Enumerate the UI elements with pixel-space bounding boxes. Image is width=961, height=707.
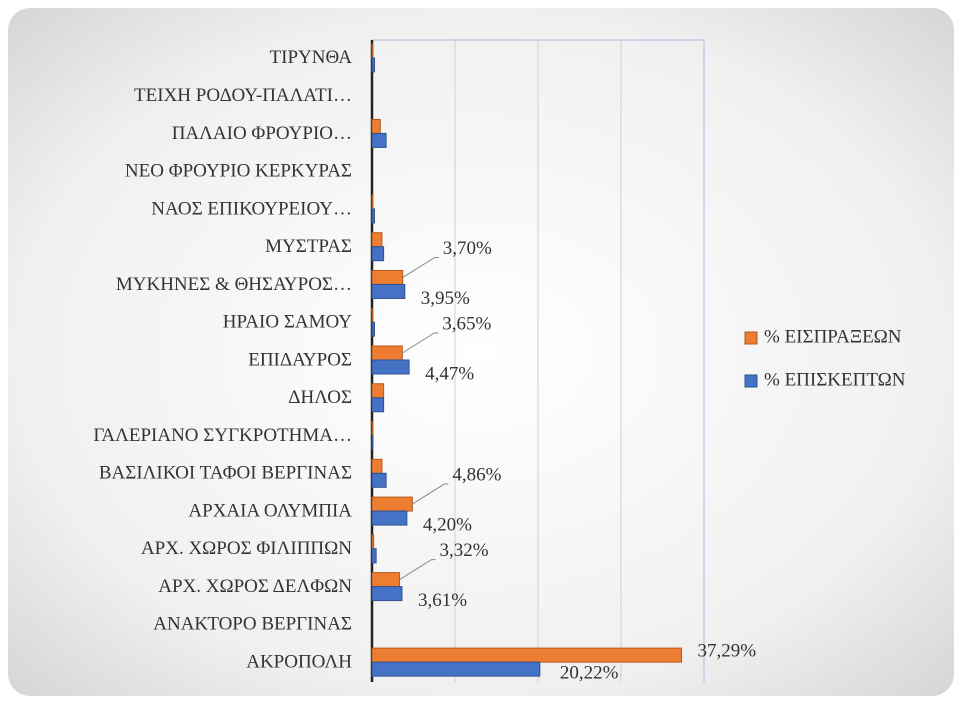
bar [371, 345, 403, 361]
data-label: 4,47% [425, 363, 474, 384]
bar [371, 246, 385, 262]
leader-line [399, 559, 436, 581]
bar [371, 194, 374, 210]
leader-line [402, 256, 439, 278]
data-label: 3,32% [440, 540, 489, 561]
data-label: 3,65% [442, 313, 491, 334]
bar [371, 496, 413, 512]
bar [371, 647, 683, 663]
bar [371, 458, 383, 474]
leader-line [412, 483, 449, 505]
y-tick-label: ΤΙΡΥΝΘΑ [270, 47, 353, 68]
bar [371, 661, 541, 677]
bar [371, 307, 374, 323]
bar [371, 572, 401, 588]
bar [371, 208, 375, 224]
y-tick-label: ΝΕΟ ΦΡΟΥΡΙΟ ΚΕΡΚΥΡΑΣ [125, 161, 352, 182]
bar [371, 383, 385, 399]
bar [371, 586, 403, 602]
leader-line [402, 332, 439, 354]
bar [371, 132, 387, 148]
bar [371, 283, 406, 299]
bar [371, 534, 375, 550]
bar [371, 321, 375, 337]
y-tick-label: ΗΡΑΙΟ ΣΑΜΟΥ [223, 312, 353, 333]
bar [371, 232, 383, 248]
data-label: 3,61% [418, 590, 467, 611]
bar [371, 43, 374, 59]
y-tick-label: ΔΗΛΟΣ [288, 387, 352, 408]
data-label: 20,22% [560, 662, 619, 683]
data-label: 37,29% [698, 640, 757, 661]
y-tick-label: ΜΥΣΤΡΑΣ [265, 236, 352, 257]
bar [371, 548, 377, 564]
y-tick-label: ΓΑΛΕΡΙΑΝΟ ΣΥΓΚΡΟΤΗΜΑ… [93, 425, 352, 446]
y-tick-label: ΑΡΧ. ΧΩΡΟΣ ΦΙΛΙΠΠΩΝ [141, 538, 352, 559]
data-label: 4,20% [423, 514, 472, 535]
data-label: 3,95% [421, 288, 470, 309]
bar [371, 269, 404, 285]
bar [371, 118, 381, 134]
bar [371, 510, 408, 526]
y-tick-label: ΑΡΧΑΙΑ ΟΛΥΜΠΙΑ [188, 500, 352, 521]
bar [371, 397, 385, 413]
data-label: 4,86% [452, 464, 501, 485]
y-tick-label: ΜΥΚΗΝΕΣ & ΘΗΣΑΥΡΟΣ… [116, 274, 352, 295]
legend-swatch [744, 374, 758, 388]
y-tick-label: ΠΑΛΑΙΟ ΦΡΟΥΡΙΟ… [172, 123, 352, 144]
y-tick-label: ΑΝΑΚΤΟΡΟ ΒΕΡΓΙΝΑΣ [153, 614, 352, 635]
y-tick-label: ΤΕΙΧΗ ΡΟΔΟΥ-ΠΑΛΑΤΙ… [134, 85, 352, 106]
bar [371, 359, 410, 375]
legend-swatch [744, 331, 758, 345]
bar [371, 435, 374, 451]
y-tick-label: ΝΑΟΣ ΕΠΙΚΟΥΡΕΙΟΥ… [151, 198, 352, 219]
legend-label: % ΕΙΣΠΡΑΞΕΩΝ [764, 326, 902, 347]
bar [371, 472, 387, 488]
bar [371, 421, 374, 437]
panel [8, 8, 954, 696]
y-tick-label: ΑΡΧ. ΧΩΡΟΣ ΔΕΛΦΩΝ [158, 576, 352, 597]
bar [371, 57, 375, 73]
y-tick-label: ΒΑΣΙΛΙΚΟΙ ΤΑΦΟΙ ΒΕΡΓΙΝΑΣ [99, 463, 352, 484]
legend-label: % ΕΠΙΣΚΕΠΤΩΝ [764, 369, 906, 390]
y-tick-label: ΕΠΙΔΑΥΡΟΣ [248, 349, 352, 370]
y-tick-label: ΑΚΡΟΠΟΛΗ [246, 651, 352, 672]
data-label: 3,70% [443, 238, 492, 259]
